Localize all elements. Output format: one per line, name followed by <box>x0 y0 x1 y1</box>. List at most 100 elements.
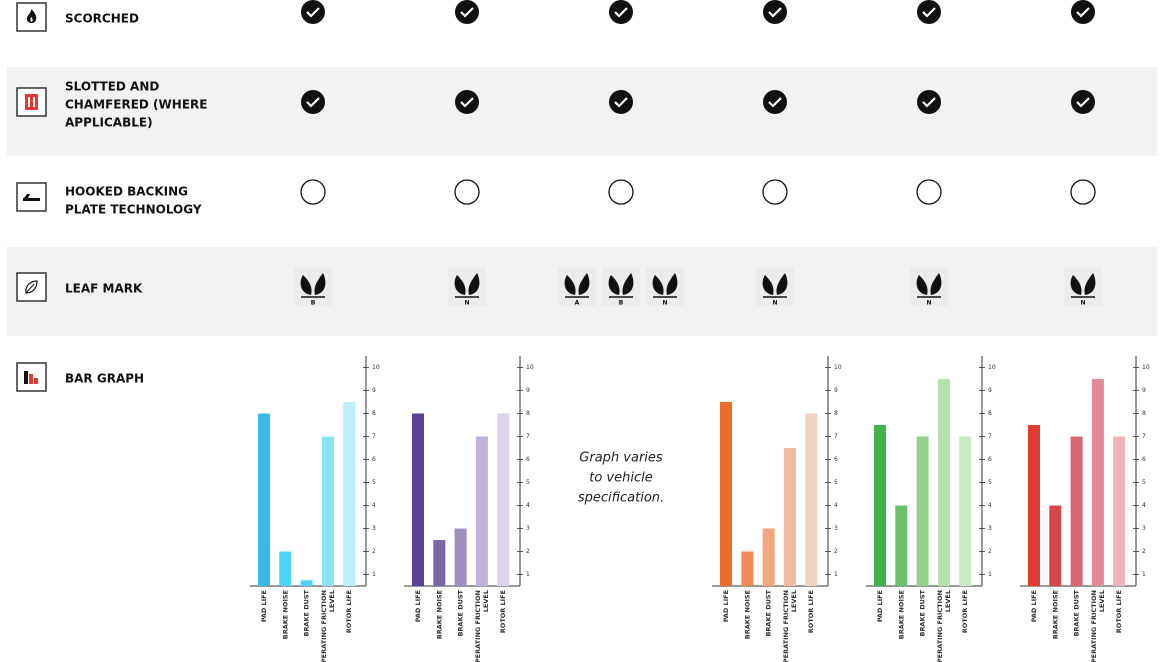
leaf <box>930 273 942 295</box>
x-tick-label: LEVEL <box>1098 590 1106 612</box>
y-tick-label: 9 <box>526 387 530 394</box>
x-tick-label: BRAKE NOISE <box>897 590 905 639</box>
y-tick-label: 1 <box>834 571 838 578</box>
y-tick-label: 2 <box>372 548 376 555</box>
y-tick-label: 6 <box>526 456 530 463</box>
leaf-mark: N <box>448 268 486 307</box>
leaf-letter: N <box>464 300 469 307</box>
check-tick <box>614 7 628 18</box>
graph-note: Graph varies <box>579 451 663 466</box>
leaf-bg <box>558 268 596 306</box>
bar <box>454 528 467 586</box>
check-tick <box>460 7 474 18</box>
leaf-mark: N <box>1064 268 1102 307</box>
y-tick-label: 7 <box>526 433 530 440</box>
leaf-mark: N <box>756 268 794 307</box>
check-filled <box>455 90 479 114</box>
check-filled <box>763 90 787 114</box>
x-tick-label: PAD LIFE <box>722 590 730 622</box>
graph-note: to vehicle <box>589 471 652 486</box>
x-tick-label: BRAKE DUST <box>1073 589 1081 636</box>
x-tick-label: LEVEL <box>328 590 336 612</box>
x-tick-label: BRAKE NOISE <box>743 590 751 639</box>
row-label: HOOKED BACKING <box>65 185 188 199</box>
bar <box>258 413 270 586</box>
leaf <box>652 275 664 295</box>
x-tick-label: LEVEL <box>790 590 798 612</box>
check-tick <box>768 97 782 108</box>
check-filled <box>455 0 479 24</box>
y-tick-label: 9 <box>1142 387 1146 394</box>
y-tick-label: 10 <box>372 364 380 371</box>
bar <box>475 436 488 586</box>
y-tick-label: 5 <box>372 479 376 486</box>
leaf-bg <box>294 268 332 306</box>
leaf <box>916 275 928 295</box>
check-tick <box>922 7 936 18</box>
x-tick-label: BRAKE NOISE <box>1051 590 1059 639</box>
row-label: SCORCHED <box>65 12 139 26</box>
y-tick-label: 3 <box>988 525 992 532</box>
x-tick-label: PAD LIFE <box>414 590 422 622</box>
y-tick-label: 4 <box>988 502 992 509</box>
y-tick-label: 8 <box>1142 410 1146 417</box>
bar <box>1070 436 1083 586</box>
leaf-letter: B <box>619 300 624 307</box>
leaf <box>622 273 634 295</box>
row-band <box>7 67 1157 156</box>
y-tick-label: 3 <box>372 525 376 532</box>
bar <box>741 551 754 586</box>
x-tick-label: OPERATING FRICTION <box>1090 590 1098 662</box>
x-tick-label: OPERATING FRICTION <box>936 590 944 662</box>
graph-note: specification. <box>578 491 664 506</box>
y-tick-label: 1 <box>526 571 530 578</box>
bar <box>895 505 908 586</box>
leaf-letter: N <box>772 300 777 307</box>
bar <box>874 425 886 586</box>
bar <box>343 402 356 586</box>
x-tick-label: BRAKE DUST <box>919 589 927 636</box>
check-empty <box>1070 179 1096 205</box>
y-tick-label: 9 <box>372 387 376 394</box>
y-tick-label: 2 <box>988 548 992 555</box>
row-label: PLATE TECHNOLOGY <box>65 203 202 217</box>
leaf-mark: B <box>294 268 332 307</box>
x-tick-label: ROTOR LIFE <box>807 590 815 633</box>
x-tick-label: PAD LIFE <box>1030 590 1038 622</box>
leaf <box>468 273 480 295</box>
bar <box>300 580 313 586</box>
y-tick-label: 6 <box>834 456 838 463</box>
row-label: LEAF MARK <box>65 282 143 296</box>
x-tick-label: BRAKE NOISE <box>281 590 289 639</box>
bar <box>1049 505 1062 586</box>
y-tick-label: 9 <box>988 387 992 394</box>
bar <box>916 436 929 586</box>
bar <box>1113 436 1126 586</box>
y-tick-label: 5 <box>526 479 530 486</box>
check-filled <box>301 0 325 24</box>
x-tick-label: BRAKE NOISE <box>435 590 443 639</box>
bar <box>937 379 950 586</box>
check-filled <box>1071 0 1095 24</box>
y-tick-label: 8 <box>988 410 992 417</box>
x-tick-label: ROTOR LIFE <box>499 590 507 633</box>
y-tick-label: 1 <box>988 571 992 578</box>
x-tick-label: LEVEL <box>482 590 490 612</box>
y-tick-label: 3 <box>834 525 838 532</box>
check-filled <box>917 0 941 24</box>
check-empty <box>608 179 634 205</box>
y-tick-label: 8 <box>372 410 376 417</box>
bar <box>497 413 510 586</box>
y-tick-label: 4 <box>834 502 838 509</box>
y-tick-label: 8 <box>526 410 530 417</box>
leaf-bg <box>910 268 948 306</box>
row-label: APPLICABLE) <box>65 116 153 130</box>
y-tick-label: 7 <box>988 433 992 440</box>
leaf-letter: A <box>575 300 580 307</box>
bar <box>959 436 972 586</box>
y-tick-label: 3 <box>526 525 530 532</box>
leaf-mark: N <box>910 268 948 307</box>
y-tick-label: 2 <box>834 548 838 555</box>
leaf <box>776 273 788 295</box>
